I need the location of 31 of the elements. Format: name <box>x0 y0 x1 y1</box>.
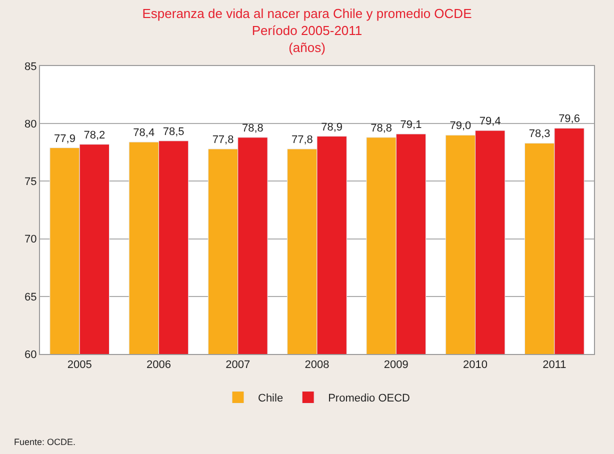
data-label: 77,9 <box>54 132 76 145</box>
legend-label: Chile <box>258 392 284 405</box>
y-tick-label: 60 <box>24 348 37 361</box>
data-label: 79,1 <box>400 118 422 131</box>
data-label: 79,6 <box>558 113 580 126</box>
data-label: 78,9 <box>321 121 343 134</box>
x-tick-label: 2010 <box>463 359 488 372</box>
data-label: 78,4 <box>133 127 155 140</box>
y-tick-label: 85 <box>24 60 37 73</box>
data-label: 79,4 <box>479 116 501 128</box>
y-tick-label: 65 <box>24 291 37 304</box>
x-tick-label: 2008 <box>304 359 330 372</box>
x-tick-label: 2006 <box>146 359 171 372</box>
data-label: 79,0 <box>450 120 472 132</box>
data-label: 78,2 <box>84 129 106 142</box>
x-tick-label: 2011 <box>542 359 566 372</box>
data-label: 77,8 <box>291 134 313 146</box>
data-label: 78,8 <box>242 122 264 134</box>
y-tick-label: 75 <box>24 176 37 188</box>
data-label: 78,5 <box>162 126 184 138</box>
data-label: 78,8 <box>370 122 392 134</box>
legend-label: Promedio OECD <box>328 392 410 405</box>
data-label: 77,8 <box>212 134 234 146</box>
x-tick-label: 2009 <box>384 359 408 372</box>
x-tick-label: 2007 <box>226 359 250 372</box>
source-note: Fuente: OCDE. <box>14 437 76 447</box>
y-tick-label: 80 <box>24 118 37 130</box>
chart-title: Esperanza de vida al nacer para Chile y promedio OCDE Período 2005-2011 (años) <box>142 6 472 55</box>
y-tick-label: 70 <box>24 234 37 246</box>
data-label: 78,3 <box>528 128 550 140</box>
x-tick-label: 2005 <box>67 359 92 372</box>
